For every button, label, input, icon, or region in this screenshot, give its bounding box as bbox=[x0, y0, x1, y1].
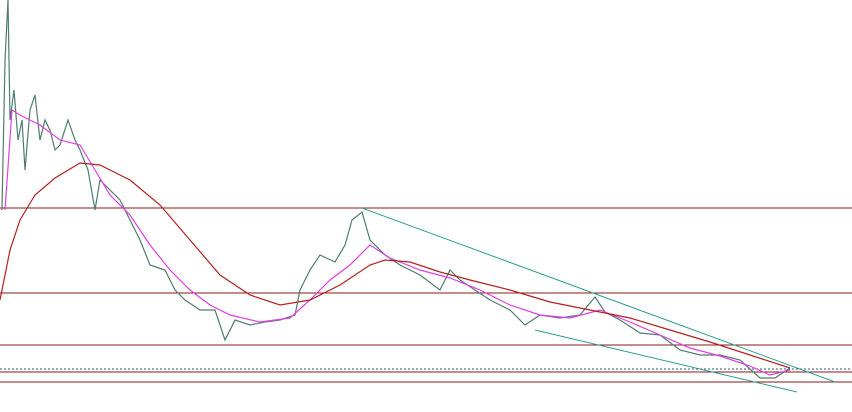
fast-ma bbox=[4, 108, 791, 376]
slow-ma bbox=[0, 162, 791, 369]
upper-trend bbox=[361, 207, 836, 383]
lower-trend bbox=[534, 329, 798, 393]
price bbox=[1, 0, 791, 379]
